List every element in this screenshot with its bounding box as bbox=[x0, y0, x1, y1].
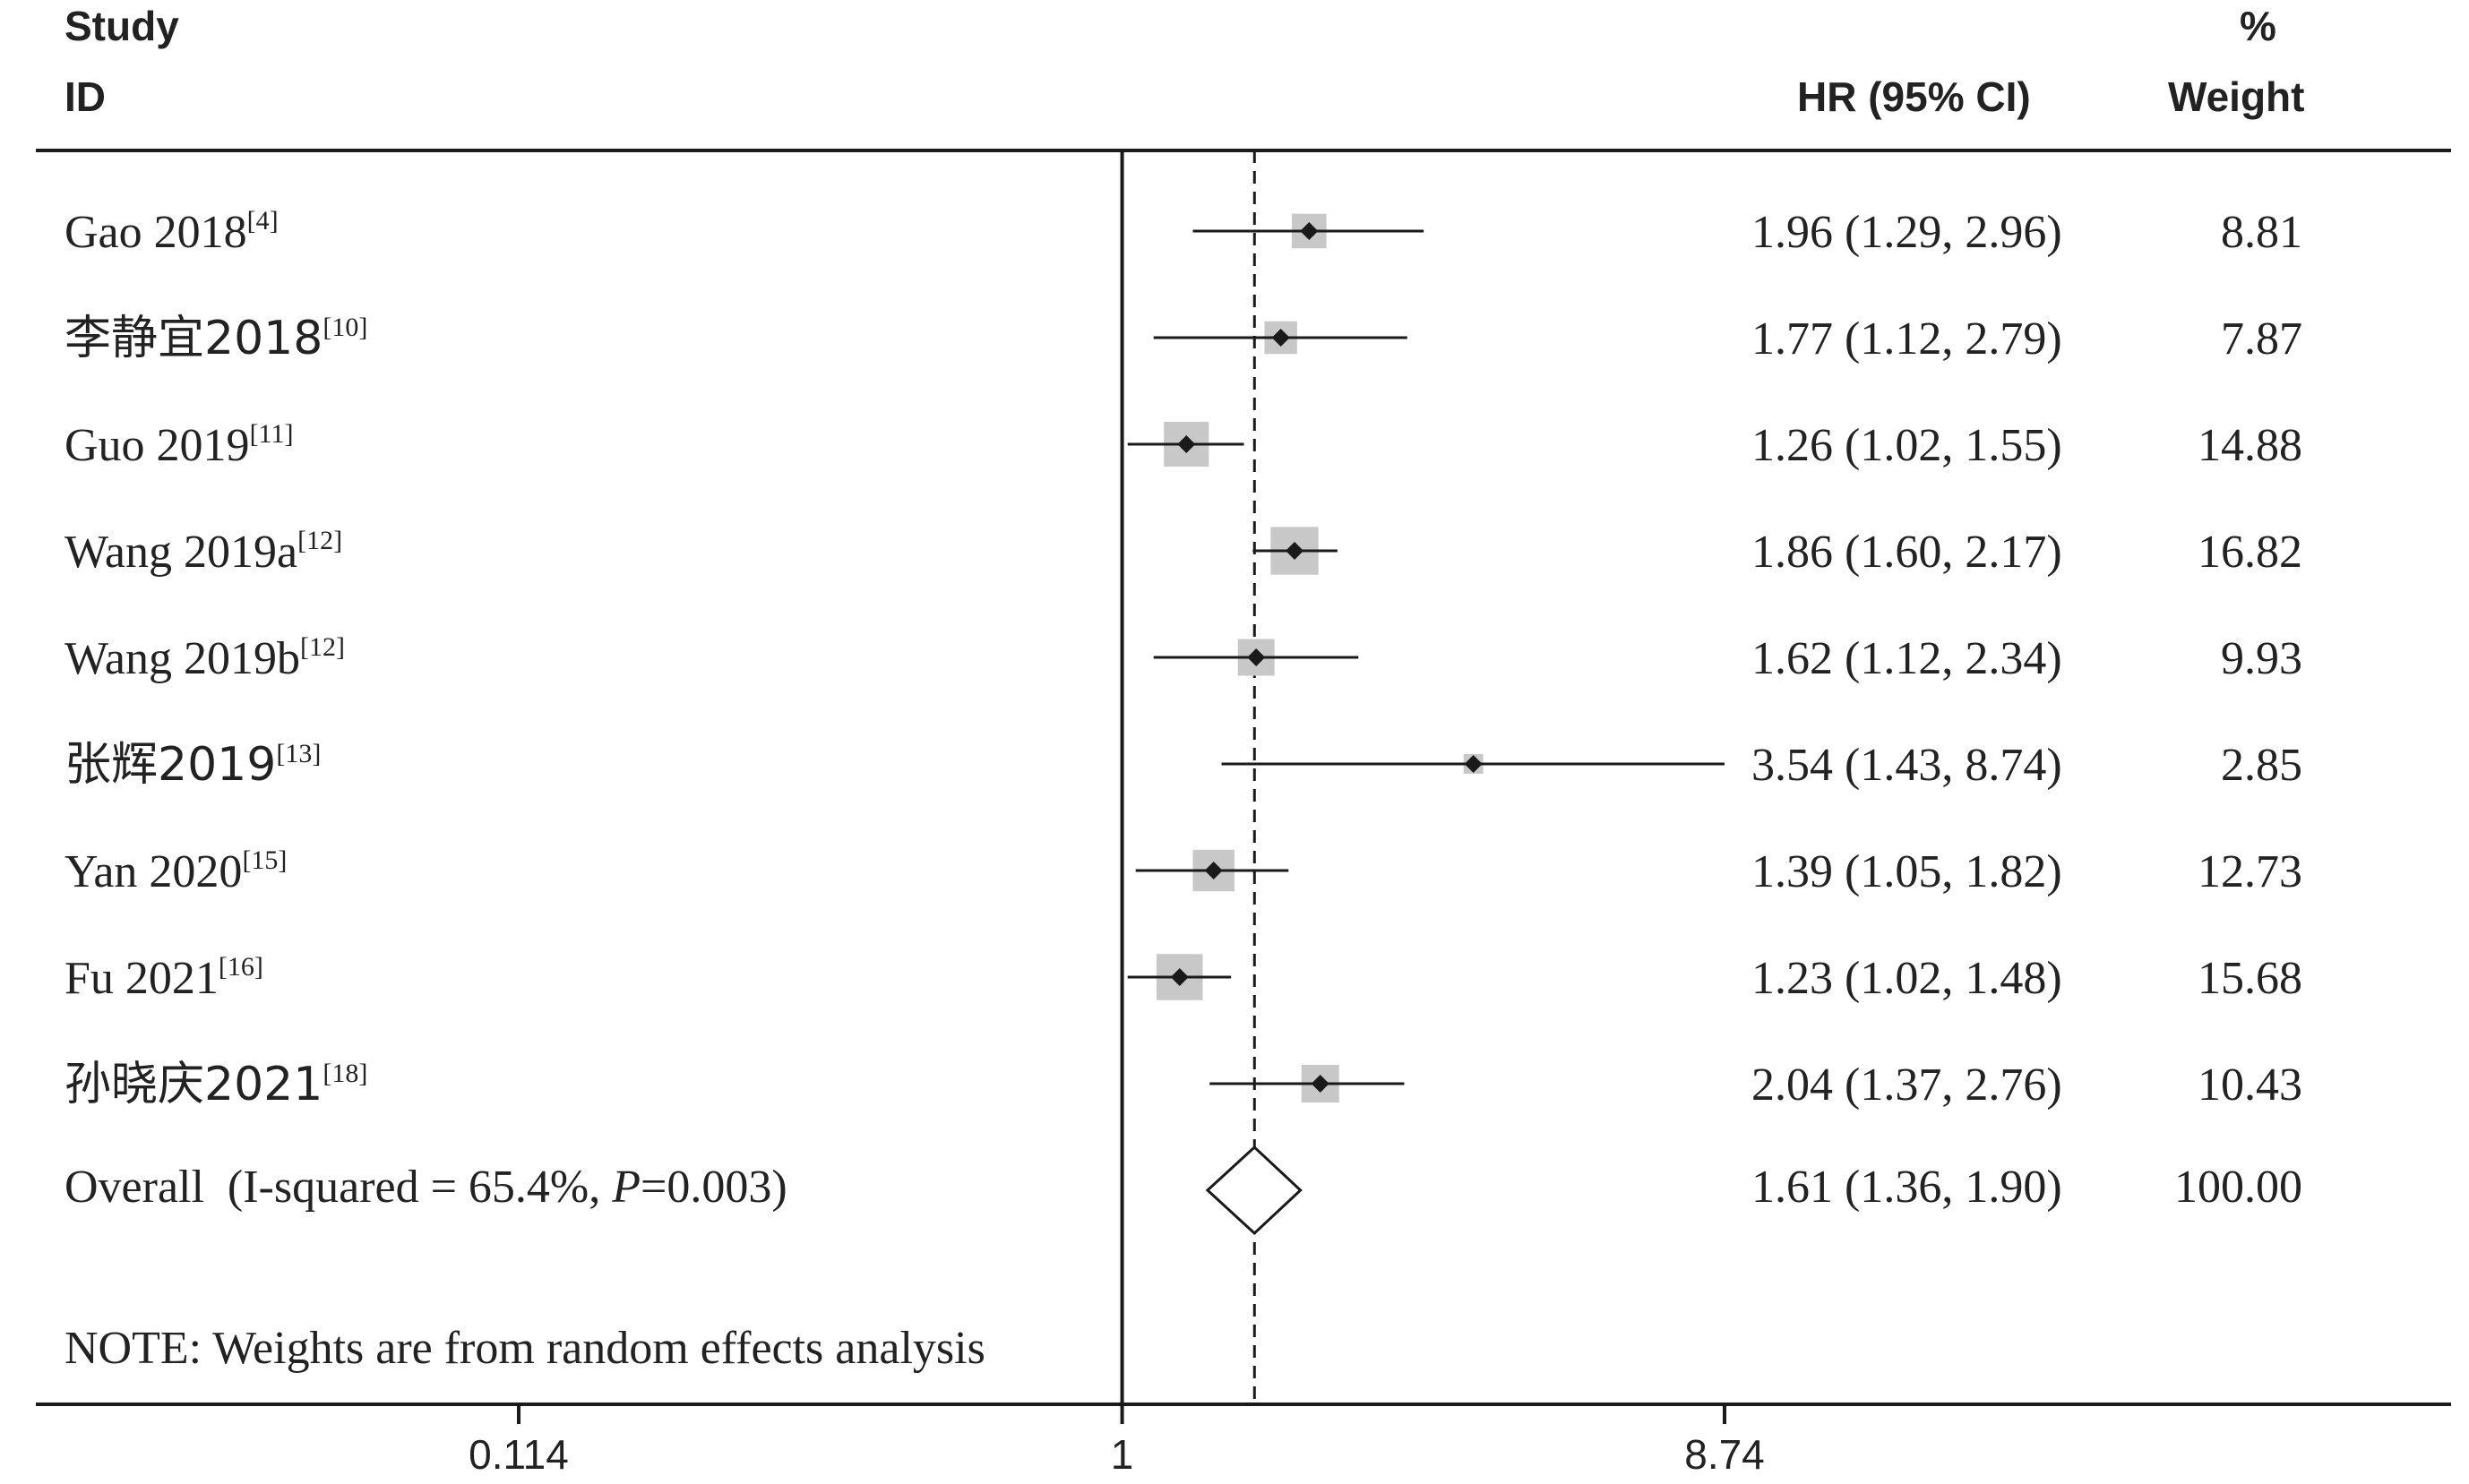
study-weight: 10.43 bbox=[2198, 1059, 2302, 1111]
study-weight: 8.81 bbox=[2221, 207, 2302, 258]
header-study: Study bbox=[65, 3, 179, 49]
x-axis-ticks: 0.114 1 8.74 bbox=[469, 1404, 1765, 1478]
header-weight-percent: % bbox=[2240, 3, 2276, 49]
study-label: Wang 2019b[12] bbox=[65, 632, 345, 684]
study-hr-ci: 1.62 (1.12, 2.34) bbox=[1751, 633, 2062, 684]
study-hr-ci: 1.96 (1.29, 2.96) bbox=[1751, 207, 2062, 258]
x-tick-label: 0.114 bbox=[469, 1431, 569, 1478]
study-label: 孙晓庆2021[18] bbox=[65, 1058, 367, 1111]
study-weight: 15.68 bbox=[2198, 953, 2302, 1004]
point-estimate bbox=[1464, 755, 1483, 773]
point-estimate bbox=[1286, 542, 1304, 560]
study-row: 张辉2019[13] 3.54 (1.43, 8.74) 2.85 bbox=[65, 738, 2302, 792]
study-row: Yan 2020[15] 1.39 (1.05, 1.82) 12.73 bbox=[65, 845, 2302, 897]
x-tick-label: 1 bbox=[1111, 1431, 1134, 1478]
study-label: 李静宜2018[10] bbox=[65, 312, 367, 365]
study-row: 孙晓庆2021[18] 2.04 (1.37, 2.76) 10.43 bbox=[65, 1058, 2302, 1111]
header-hr-ci: HR (95% CI) bbox=[1797, 73, 2031, 120]
study-hr-ci: 1.39 (1.05, 1.82) bbox=[1751, 846, 2062, 897]
x-tick-label: 8.74 bbox=[1684, 1431, 1765, 1478]
study-label: 张辉2019[13] bbox=[65, 738, 321, 792]
study-hr-ci: 2.04 (1.37, 2.76) bbox=[1751, 1059, 2062, 1111]
study-hr-ci: 1.23 (1.02, 1.48) bbox=[1751, 953, 2062, 1004]
study-row: Guo 2019[11] 1.26 (1.02, 1.55) 14.88 bbox=[65, 419, 2302, 471]
overall-weight: 100.00 bbox=[2174, 1162, 2302, 1213]
study-weight: 2.85 bbox=[2221, 740, 2302, 791]
study-weight: 9.93 bbox=[2221, 633, 2302, 684]
weights-note: NOTE: Weights are from random effects an… bbox=[65, 1323, 985, 1374]
study-label: Fu 2021[16] bbox=[65, 952, 263, 1004]
study-label: Wang 2019a[12] bbox=[65, 526, 342, 578]
study-weight: 7.87 bbox=[2221, 313, 2302, 365]
study-weight: 14.88 bbox=[2198, 420, 2302, 471]
overall-diamond bbox=[1205, 1145, 1303, 1236]
overall-label: Overall (I-squared = 65.4%, P=0.003) bbox=[65, 1162, 787, 1213]
header-id: ID bbox=[65, 73, 106, 120]
study-weight: 12.73 bbox=[2198, 846, 2302, 897]
study-row: Fu 2021[16] 1.23 (1.02, 1.48) 15.68 bbox=[65, 952, 2302, 1004]
header-weight: Weight bbox=[2168, 73, 2304, 120]
study-rows: Gao 2018[4] 1.96 (1.29, 2.96) 8.81 李静宜2018[… bbox=[65, 206, 2302, 1111]
point-estimate bbox=[1311, 1075, 1329, 1093]
study-hr-ci: 1.26 (1.02, 1.55) bbox=[1751, 420, 2062, 471]
point-estimate bbox=[1247, 648, 1266, 666]
study-weight: 16.82 bbox=[2198, 527, 2302, 578]
point-estimate bbox=[1170, 968, 1189, 986]
study-label: Yan 2020[15] bbox=[65, 845, 287, 897]
study-label: Gao 2018[4] bbox=[65, 206, 279, 258]
point-estimate bbox=[1177, 435, 1196, 453]
study-label: Guo 2019[11] bbox=[65, 419, 293, 471]
study-hr-ci: 1.86 (1.60, 2.17) bbox=[1751, 527, 2062, 578]
study-row: Wang 2019b[12] 1.62 (1.12, 2.34) 9.93 bbox=[65, 632, 2302, 684]
study-hr-ci: 3.54 (1.43, 8.74) bbox=[1751, 740, 2062, 791]
point-estimate bbox=[1271, 329, 1290, 347]
study-hr-ci: 1.77 (1.12, 2.79) bbox=[1751, 313, 2062, 365]
study-row: Wang 2019a[12] 1.86 (1.60, 2.17) 16.82 bbox=[65, 526, 2302, 578]
point-estimate bbox=[1300, 222, 1319, 240]
point-estimate bbox=[1204, 862, 1223, 879]
study-row: 李静宜2018[10] 1.77 (1.12, 2.79) 7.87 bbox=[65, 312, 2302, 365]
study-row: Gao 2018[4] 1.96 (1.29, 2.96) 8.81 bbox=[65, 206, 2302, 258]
overall-hr-ci: 1.61 (1.36, 1.90) bbox=[1751, 1162, 2062, 1213]
